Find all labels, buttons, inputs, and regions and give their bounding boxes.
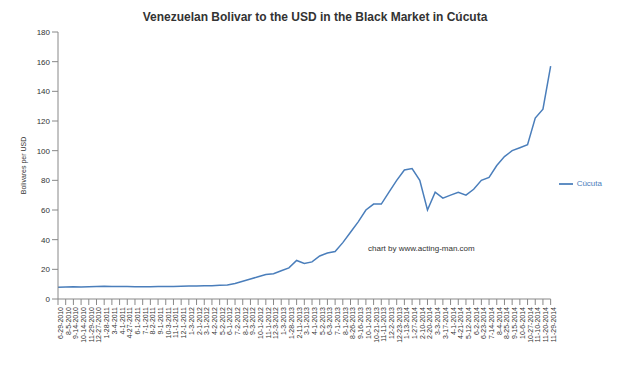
- svg-text:6-29-2010: 6-29-2010: [57, 307, 64, 339]
- svg-text:8-2-2011: 8-2-2011: [149, 307, 156, 335]
- svg-text:12-3-2012: 12-3-2012: [273, 307, 280, 339]
- svg-text:4-27-2011: 4-27-2011: [126, 307, 133, 339]
- svg-text:9-3-2012: 9-3-2012: [249, 307, 256, 335]
- svg-text:1-27-2014: 1-27-2014: [411, 307, 418, 339]
- svg-text:2-10-2014: 2-10-2014: [419, 307, 426, 339]
- svg-text:11-29-2014: 11-29-2014: [550, 307, 557, 342]
- svg-text:100: 100: [37, 147, 51, 156]
- svg-text:12-2-2013: 12-2-2013: [388, 307, 395, 339]
- html-text:Cúcuta: Cúcuta: [576, 178, 602, 188]
- svg-text:11-11-2013: 11-11-2013: [380, 307, 387, 342]
- svg-text:3-1-2013: 3-1-2013: [303, 307, 310, 335]
- svg-text:4-2-2012: 4-2-2012: [211, 307, 218, 335]
- svg-text:11-10-2014: 11-10-2014: [534, 307, 541, 342]
- svg-text:3-3-2014: 3-3-2014: [434, 307, 441, 335]
- svg-text:1-13-2014: 1-13-2014: [403, 307, 410, 339]
- svg-text:9-14-2010: 9-14-2010: [72, 307, 79, 339]
- svg-text:8-5-2010: 8-5-2010: [65, 307, 72, 335]
- svg-text:180: 180: [37, 28, 51, 37]
- svg-text:10-14-2010: 10-14-2010: [80, 307, 87, 343]
- svg-text:0: 0: [46, 295, 51, 304]
- html-text:chart by www.acting-man.com: chart by www.acting-man.com: [368, 244, 475, 253]
- svg-text:40: 40: [41, 236, 50, 245]
- svg-text:7-2-2012: 7-2-2012: [234, 307, 241, 335]
- svg-text:120: 120: [37, 117, 51, 126]
- svg-text:6-23-2014: 6-23-2014: [480, 307, 487, 339]
- svg-text:3-4-2011: 3-4-2011: [111, 307, 118, 335]
- svg-text:12-1-2011: 12-1-2011: [180, 307, 187, 339]
- svg-text:10-3-2011: 10-3-2011: [165, 307, 172, 339]
- svg-text:11-20-2014: 11-20-2014: [542, 307, 549, 342]
- svg-text:8-25-2014: 8-25-2014: [503, 307, 510, 339]
- svg-text:8-4-2014: 8-4-2014: [496, 307, 503, 335]
- svg-text:1-28-2011: 1-28-2011: [103, 307, 110, 339]
- svg-text:20: 20: [41, 265, 50, 274]
- svg-text:5-12-2014: 5-12-2014: [465, 307, 472, 339]
- html-text:Venezuelan Bolivar to the USD: Venezuelan Bolivar to the USD in the Bla…: [142, 10, 488, 24]
- svg-text:10-1-2012: 10-1-2012: [257, 307, 264, 339]
- svg-text:80: 80: [41, 176, 50, 185]
- svg-text:9-1-2011: 9-1-2011: [157, 307, 164, 335]
- svg-text:10-1-2013: 10-1-2013: [365, 307, 372, 339]
- svg-text:6-3-2013: 6-3-2013: [326, 307, 333, 335]
- svg-text:3-1-2012: 3-1-2012: [203, 307, 210, 335]
- svg-text:3-17-2014: 3-17-2014: [442, 307, 449, 339]
- svg-text:10-27-2014: 10-27-2014: [527, 307, 534, 343]
- svg-text:60: 60: [41, 206, 50, 215]
- svg-text:1-28-2013: 1-28-2013: [288, 307, 295, 339]
- svg-text:6-1-2012: 6-1-2012: [226, 307, 233, 335]
- svg-text:5-2-2012: 5-2-2012: [219, 307, 226, 335]
- svg-text:6-1-2011: 6-1-2011: [134, 307, 141, 335]
- svg-text:2-11-2013: 2-11-2013: [296, 307, 303, 339]
- svg-text:6-2-2014: 6-2-2014: [473, 307, 480, 335]
- svg-text:1-3-2013: 1-3-2013: [280, 307, 287, 335]
- svg-text:4-1-2014: 4-1-2014: [450, 307, 457, 335]
- svg-text:12-27-2010: 12-27-2010: [95, 307, 102, 343]
- svg-text:9-15-2014: 9-15-2014: [511, 307, 518, 339]
- svg-text:9-16-2013: 9-16-2013: [357, 307, 364, 339]
- svg-text:7-14-2014: 7-14-2014: [488, 307, 495, 339]
- svg-text:8-26-2013: 8-26-2013: [349, 307, 356, 339]
- svg-text:4-1-2013: 4-1-2013: [311, 307, 318, 335]
- svg-text:10-6-2014: 10-6-2014: [519, 307, 526, 339]
- svg-text:2-20-2014: 2-20-2014: [426, 307, 433, 339]
- svg-text:7-1-2013: 7-1-2013: [334, 307, 341, 335]
- svg-text:160: 160: [37, 58, 51, 67]
- svg-text:1-3-2012: 1-3-2012: [188, 307, 195, 335]
- svg-text:8-1-2012: 8-1-2012: [242, 307, 249, 335]
- svg-text:Bolivares per USD: Bolivares per USD: [20, 137, 28, 195]
- svg-text:11-1-2012: 11-1-2012: [265, 307, 272, 339]
- svg-text:4-1-2011: 4-1-2011: [119, 307, 126, 335]
- svg-text:8-1-2013: 8-1-2013: [342, 307, 349, 335]
- svg-text:12-23-2013: 12-23-2013: [396, 307, 403, 343]
- svg-text:10-21-2013: 10-21-2013: [373, 307, 380, 343]
- svg-text:2-1-2012: 2-1-2012: [196, 307, 203, 335]
- svg-text:11-29-2010: 11-29-2010: [88, 307, 95, 342]
- svg-text:7-1-2011: 7-1-2011: [142, 307, 149, 335]
- svg-text:5-2-2013: 5-2-2013: [319, 307, 326, 335]
- svg-text:4-21-2014: 4-21-2014: [457, 307, 464, 339]
- svg-text:140: 140: [37, 87, 51, 96]
- svg-text:11-1-2011: 11-1-2011: [172, 307, 179, 338]
